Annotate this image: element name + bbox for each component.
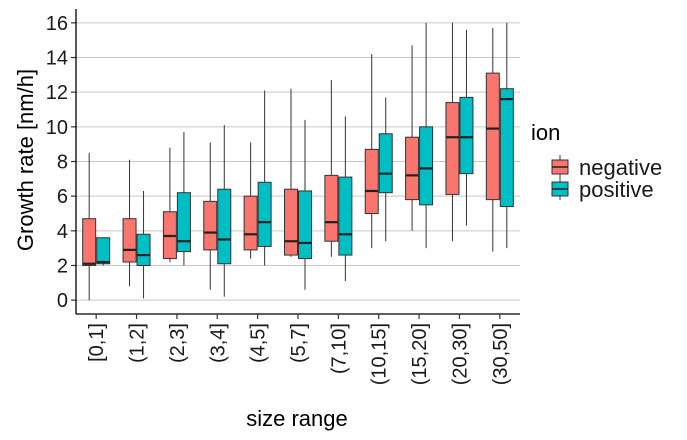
y-tick-label: 10 <box>46 117 68 139</box>
y-tick-label: 2 <box>57 255 68 277</box>
y-tick-label: 4 <box>57 221 68 243</box>
box-body <box>419 126 434 206</box>
box-negative-6 <box>324 80 339 257</box>
box-negative-0 <box>82 152 97 301</box>
box-negative-3 <box>203 142 218 290</box>
y-tick-label: 16 <box>46 13 68 35</box>
x-axis-title: size range <box>246 406 348 431</box>
x-tick-label: (30,50] <box>490 323 512 385</box>
box-body <box>203 200 218 251</box>
x-tick-labels: [0,1] (1,2] (2,3] (3,4] (4,5] (5,7] (7,10] (10,… <box>86 323 512 385</box>
box-positive-5 <box>298 119 312 290</box>
x-tick-label: (7,10] <box>328 323 350 374</box>
box-body <box>324 174 339 242</box>
y-tick-label: 14 <box>46 48 68 70</box>
box-positive-4 <box>257 90 272 266</box>
box-negative-10 <box>485 28 500 252</box>
y-tick-label: 8 <box>57 152 68 174</box>
y-axis-title: Growth rate [nm/h] <box>13 69 38 251</box>
x-tick-label: (2,3] <box>167 323 189 363</box>
box-body <box>338 176 353 256</box>
box-body <box>405 136 420 201</box>
box-positive-8 <box>419 22 434 249</box>
legend-title: ion <box>531 120 560 145</box>
box-body <box>243 195 258 251</box>
x-tick-label: (20,30] <box>449 323 471 385</box>
box-positive-2 <box>176 132 191 266</box>
legend-label: positive <box>579 177 654 202</box>
legend-item-negative: negative <box>551 155 662 180</box>
x-tick-label: (5,7] <box>288 323 310 363</box>
x-tick-label: (1,2] <box>127 323 149 363</box>
box-body <box>284 188 298 256</box>
box-body <box>485 72 500 201</box>
box-negative-4 <box>243 142 258 259</box>
x-tick-label: (10,15] <box>369 323 391 385</box>
box-body <box>445 102 460 195</box>
box-positive-6 <box>338 116 353 282</box>
x-tick-label: (3,4] <box>207 323 229 363</box>
box-body <box>217 188 232 265</box>
box-body <box>459 96 474 175</box>
box-body <box>176 192 191 253</box>
box-body <box>136 233 151 266</box>
box-body <box>298 190 312 260</box>
box-positive-0 <box>96 237 111 266</box>
box-negative-5 <box>284 88 298 257</box>
box-positive-9 <box>459 29 474 226</box>
y-tick-label: 0 <box>57 290 68 312</box>
box-positive-3 <box>217 125 232 297</box>
box-negative-9 <box>445 22 460 242</box>
box-layer <box>82 22 514 301</box>
box-positive-7 <box>378 97 393 242</box>
box-body <box>257 181 272 247</box>
box-negative-1 <box>122 159 137 287</box>
y-tick-labels: 0 2 4 6 8 10 12 14 16 <box>46 13 68 312</box>
legend-label: negative <box>579 155 662 180</box>
legend-item-positive: positive <box>551 177 654 202</box>
box-body <box>378 133 393 194</box>
box-positive-10 <box>499 22 514 249</box>
axes <box>71 9 520 319</box>
x-tick-label: (15,20] <box>409 323 431 385</box>
box-body <box>364 148 379 214</box>
x-tick-label: (4,5] <box>248 323 270 363</box>
box-body <box>499 88 514 208</box>
box-body <box>82 218 97 266</box>
box-positive-1 <box>136 190 151 299</box>
box-body <box>96 237 111 265</box>
box-negative-2 <box>162 147 177 263</box>
y-tick-label: 6 <box>57 186 68 208</box>
box-body <box>122 218 137 263</box>
box-negative-7 <box>364 54 379 249</box>
y-tick-label: 12 <box>46 82 68 104</box>
box-negative-8 <box>405 45 420 231</box>
x-tick-label: [0,1] <box>86 323 108 362</box>
